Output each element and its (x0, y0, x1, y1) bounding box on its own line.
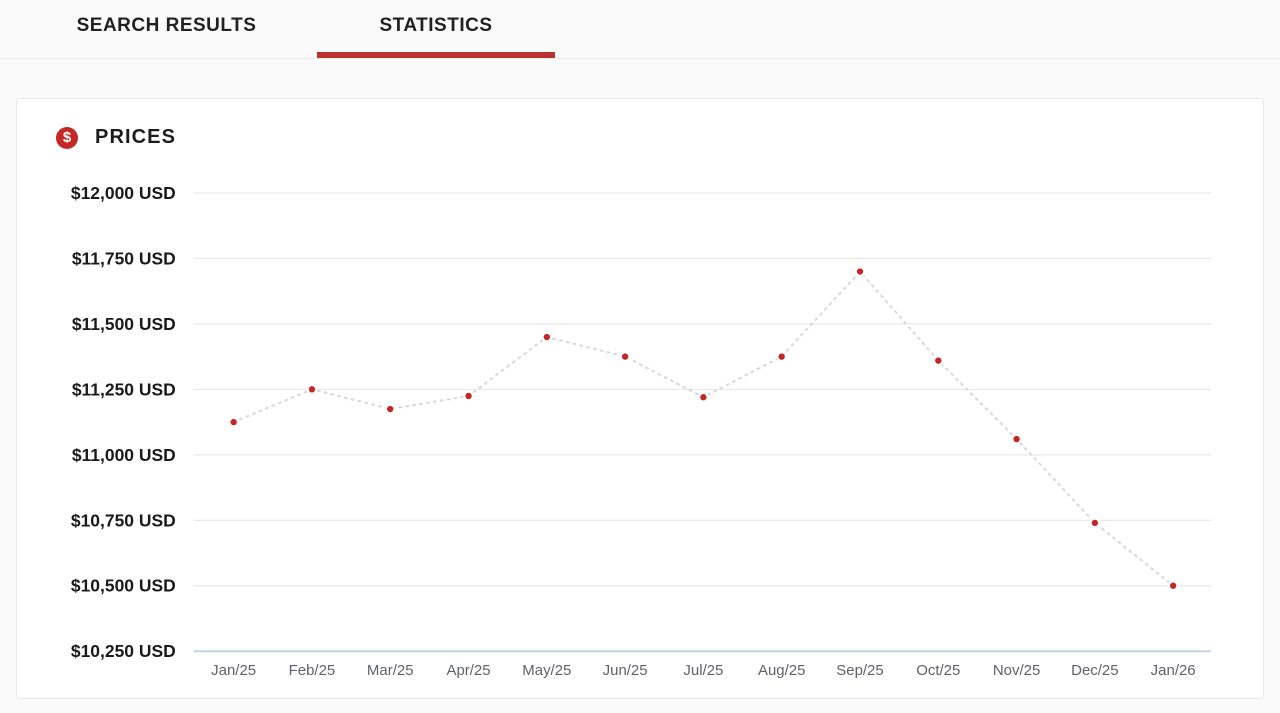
data-point[interactable] (1089, 517, 1101, 529)
y-tick-label: $12,000 USD (71, 183, 176, 203)
x-tick-label: May/25 (522, 662, 571, 679)
x-tick-label: Apr/25 (446, 662, 490, 679)
tab-bar: SEARCH RESULTS STATISTICS (0, 0, 1280, 59)
x-tick-label: Mar/25 (367, 662, 414, 679)
y-tick-label: $11,750 USD (72, 248, 176, 268)
tab-statistics[interactable]: STATISTICS (317, 0, 555, 58)
data-point[interactable] (385, 403, 396, 415)
y-tick-label: $10,750 USD (71, 510, 176, 530)
x-tick-label: Jun/25 (603, 662, 648, 679)
x-tick-label: Jan/25 (211, 662, 256, 679)
data-point[interactable] (698, 392, 709, 403)
x-tick-label: Nov/25 (993, 662, 1040, 679)
dollar-circle-icon: $ (56, 126, 78, 149)
x-tick-label: Sep/25 (836, 662, 883, 679)
series-line (232, 270, 1175, 587)
x-tick-label: Dec/25 (1071, 662, 1118, 679)
tab-statistics-label: STATISTICS (379, 15, 493, 36)
data-point[interactable] (776, 351, 787, 362)
y-tick-label: $11,250 USD (72, 379, 176, 399)
y-tick-label: $10,250 USD (71, 641, 176, 661)
prices-chart: $12,000 USD $11,750 USD $11,500 USD $11,250… (71, 183, 1212, 679)
data-point[interactable] (228, 416, 239, 428)
data-point[interactable] (463, 390, 474, 402)
data-point[interactable] (619, 351, 631, 362)
data-point[interactable] (306, 384, 318, 395)
x-tick-label: Jan/26 (1151, 662, 1196, 679)
prices-card: $ PRICES $12,000 USD $11,750 USD $11,500 U… (16, 98, 1264, 699)
prices-card-header: $ PRICES (17, 99, 1263, 169)
data-point[interactable] (933, 355, 944, 366)
tab-search-results[interactable]: SEARCH RESULTS (16, 0, 317, 58)
y-tick-label: $11,000 USD (72, 445, 176, 465)
active-tab-indicator (317, 52, 555, 58)
y-tick-label: $10,500 USD (71, 576, 176, 596)
x-tick-label: Aug/25 (758, 662, 805, 679)
data-point[interactable] (1011, 433, 1022, 445)
x-tick-label: Feb/25 (289, 662, 336, 679)
prices-title: PRICES (95, 126, 177, 148)
x-tick-label: Jul/25 (683, 662, 723, 679)
x-tick-label: Oct/25 (916, 662, 960, 679)
data-point[interactable] (854, 266, 866, 277)
data-point[interactable] (1167, 580, 1179, 591)
tab-search-results-label: SEARCH RESULTS (76, 15, 257, 36)
y-tick-label: $11,500 USD (72, 314, 176, 334)
data-point[interactable] (541, 331, 553, 343)
